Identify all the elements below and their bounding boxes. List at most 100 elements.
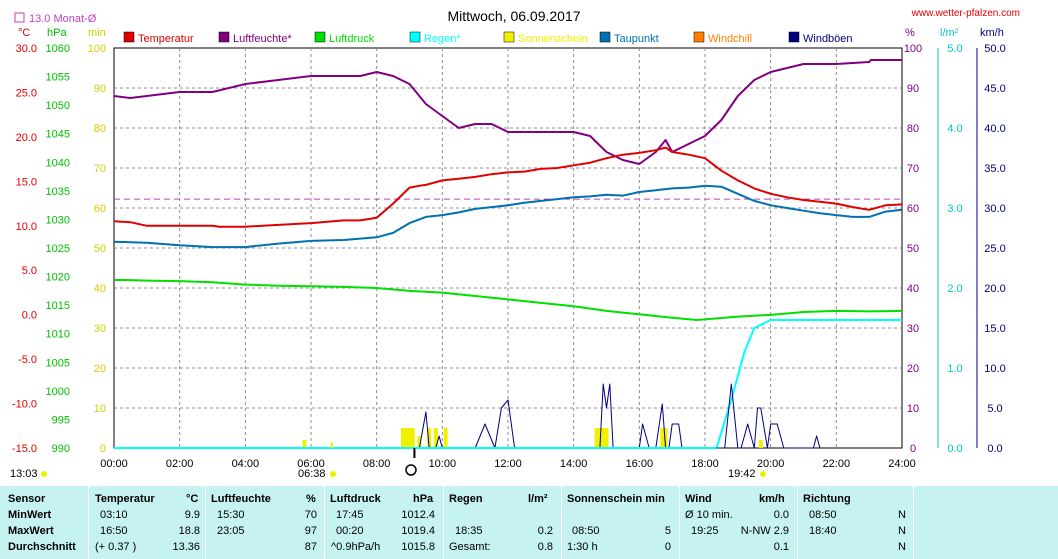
avg-sun-val: 0 <box>664 541 671 553</box>
temp-tick-label: 20.0 <box>16 132 37 144</box>
unit-humidity: % <box>905 27 915 39</box>
min-dir-time: 08:50 <box>809 509 837 521</box>
pressure-tick-label: 1050 <box>46 100 70 112</box>
sunshine-bar <box>404 428 409 448</box>
min-temp-time: 03:10 <box>100 509 128 521</box>
header-wind-unit: km/h <box>759 493 785 505</box>
pressure-tick-label: 1015 <box>46 300 70 312</box>
pressure-tick-label: 995 <box>52 414 70 426</box>
x-tick-label: 16:00 <box>626 458 654 470</box>
x-tick-label: 00:00 <box>100 458 128 470</box>
x-tick-label: 08:00 <box>363 458 391 470</box>
pressure-line <box>114 279 903 321</box>
legend-label: Regen* <box>424 33 461 45</box>
avg-press-time: ^0.9hPa/h <box>331 541 381 553</box>
humidity-tick-label: 40 <box>907 283 919 295</box>
weather-chart: Mittwoch, 06.09.2017 www.wetter-pfalzen.… <box>10 8 1020 480</box>
sunshine-bar <box>407 428 412 448</box>
astro-markers: 13:03 06:38 19:42 <box>10 464 766 480</box>
unit-pressure: hPa <box>47 27 67 39</box>
sun-icon-left <box>41 471 47 477</box>
rain-tick-label: 1.0 <box>947 363 962 375</box>
min-temp-val: 9.9 <box>184 509 200 521</box>
header-sonnenschein: Sonnenschein min <box>567 493 665 505</box>
header-luftdruck: Luftdruck <box>330 493 381 505</box>
pressure-tick-label: 1020 <box>46 272 70 284</box>
row-label-avg: Durchschnitt <box>8 541 76 553</box>
x-tick-label: 06:00 <box>297 458 325 470</box>
dewpoint-line <box>113 184 903 249</box>
x-tick-label: 14:00 <box>560 458 588 470</box>
max-wind-time: 19:25 <box>691 525 719 537</box>
sunshine-bar <box>302 440 307 448</box>
header-luftfeuchte: Luftfeuchte <box>211 493 271 505</box>
header-temperatur: Temperatur <box>95 493 155 505</box>
sunshine-tick-label: 30 <box>94 323 106 335</box>
legend-swatch <box>693 31 705 43</box>
unit-wind: km/h <box>980 27 1004 39</box>
temp-tick-label: -5.0 <box>18 354 37 366</box>
avg-rain-val: 0.8 <box>537 541 553 553</box>
sunshine-tick-label: 50 <box>94 243 106 255</box>
min-dir-val: N <box>898 509 906 521</box>
sunshine-bar <box>660 428 665 448</box>
temp-tick-label: 15.0 <box>16 176 37 188</box>
temp-tick-label: 30.0 <box>16 43 37 55</box>
sunshine-bar <box>400 428 405 448</box>
humidity-tick-label: 60 <box>907 203 919 215</box>
wind-tick-label: 0.0 <box>987 443 1002 455</box>
wind-tick-label: 20.0 <box>984 283 1005 295</box>
max-rain-time: 18:35 <box>455 525 483 537</box>
legend-swatch <box>788 31 800 43</box>
header-hum-unit: % <box>306 493 316 505</box>
humidity-tick-label: 0 <box>910 443 916 455</box>
sunshine-bar <box>417 436 422 448</box>
sunshine-bar <box>443 428 448 448</box>
chart-title: Mittwoch, 06.09.2017 <box>447 8 580 24</box>
legend-label: Luftfeuchte* <box>233 33 292 45</box>
sunshine-tick-label: 100 <box>88 43 106 55</box>
sunrise-icon <box>330 471 336 477</box>
pressure-tick-label: 1060 <box>46 43 70 55</box>
wind-tick-label: 40.0 <box>984 123 1005 135</box>
humidity-tick-label: 100 <box>904 43 922 55</box>
wind-tick-label: 30.0 <box>984 203 1005 215</box>
rain-tick-label: 5.0 <box>947 43 962 55</box>
pressure-tick-label: 1035 <box>46 186 70 198</box>
unit-temp: °C <box>18 27 30 39</box>
sunrise-time: 06:38 <box>298 468 326 480</box>
avg-press-val: 1015.8 <box>401 541 435 553</box>
legend-label: Windböen <box>803 33 853 45</box>
wind-gust-line <box>418 383 821 449</box>
header-regen: Regen <box>449 493 483 505</box>
header-rain-unit: l/m² <box>528 493 548 505</box>
humidity-tick-label: 10 <box>907 403 919 415</box>
max-press-time: 00:20 <box>336 525 364 537</box>
temp-tick-label: 5.0 <box>22 265 37 277</box>
x-tick-label: 24:00 <box>888 458 916 470</box>
humidity-tick-label: 50 <box>907 243 919 255</box>
monthly-avg-label: 13.0 Monat-Ø <box>29 13 97 25</box>
x-tick-label: 02:00 <box>166 458 194 470</box>
legend-label: Temperatur <box>138 33 194 45</box>
rain-tick-label: 4.0 <box>947 123 962 135</box>
legend-label: Sonnenschein <box>518 33 588 45</box>
sun-time-left: 13:03 <box>10 468 38 480</box>
rain-tick-label: 0.0 <box>947 443 962 455</box>
humidity-tick-label: 90 <box>907 83 919 95</box>
max-sun-time: 08:50 <box>572 525 600 537</box>
temp-tick-label: 0.0 <box>22 310 37 322</box>
rain-tick-label: 2.0 <box>947 283 962 295</box>
header-press-unit: hPa <box>413 493 434 505</box>
wind-tick-label: 45.0 <box>984 83 1005 95</box>
sunshine-bar <box>410 428 415 448</box>
legend-swatch <box>503 31 515 43</box>
sunshine-tick-label: 70 <box>94 163 106 175</box>
pressure-tick-label: 1010 <box>46 329 70 341</box>
humidity-tick-label: 20 <box>907 363 919 375</box>
max-hum-time: 23:05 <box>217 525 245 537</box>
row-label-max: MaxWert <box>8 525 54 537</box>
max-sun-val: 5 <box>664 525 671 537</box>
pressure-tick-label: 1000 <box>46 386 70 398</box>
chart-axes: 00:00 02:00 04:00 06:00 08:00 10:00 12:00 14:00… <box>12 43 1006 470</box>
